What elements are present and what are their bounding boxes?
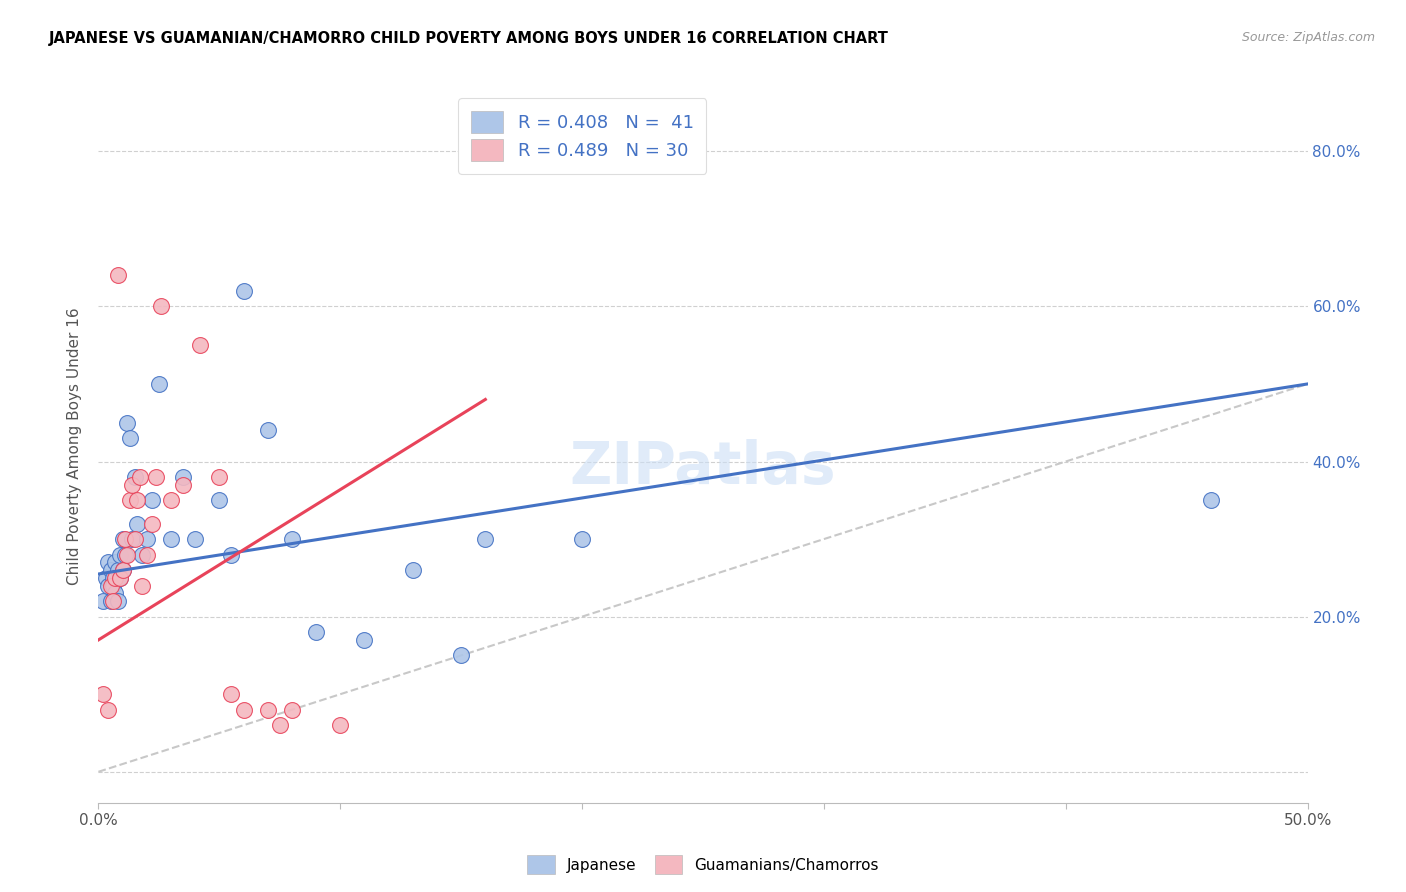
Text: ZIPatlas: ZIPatlas	[569, 439, 837, 496]
Point	[232, 703, 254, 717]
Point	[100, 594, 122, 608]
Point	[107, 594, 129, 608]
Point	[329, 718, 352, 732]
Point	[571, 532, 593, 546]
Point	[108, 571, 131, 585]
Point	[121, 477, 143, 491]
Point	[104, 571, 127, 585]
Point	[107, 268, 129, 283]
Point	[208, 470, 231, 484]
Point	[108, 571, 131, 585]
Point	[97, 579, 120, 593]
Point	[97, 555, 120, 569]
Point	[108, 548, 131, 562]
Point	[184, 532, 207, 546]
Point	[104, 555, 127, 569]
Point	[135, 548, 157, 562]
Point	[281, 703, 304, 717]
Point	[100, 563, 122, 577]
Text: Source: ZipAtlas.com: Source: ZipAtlas.com	[1241, 31, 1375, 45]
Point	[256, 703, 278, 717]
Point	[127, 516, 149, 531]
Point	[128, 470, 150, 484]
Point	[221, 548, 243, 562]
Point	[450, 648, 472, 663]
Point	[208, 493, 231, 508]
Point	[118, 431, 141, 445]
Point	[402, 563, 425, 577]
Point	[127, 493, 149, 508]
Point	[232, 284, 254, 298]
Point	[141, 493, 163, 508]
Point	[256, 424, 278, 438]
Y-axis label: Child Poverty Among Boys Under 16: Child Poverty Among Boys Under 16	[67, 307, 83, 585]
Point	[474, 532, 496, 546]
Point	[117, 416, 139, 430]
Point	[101, 571, 124, 585]
Point	[111, 563, 134, 577]
Point	[114, 548, 136, 562]
Point	[124, 470, 146, 484]
Legend: Japanese, Guamanians/Chamorros: Japanese, Guamanians/Chamorros	[522, 849, 884, 880]
Point	[145, 470, 167, 484]
Point	[269, 718, 291, 732]
Point	[118, 493, 141, 508]
Point	[131, 579, 153, 593]
Point	[148, 376, 170, 391]
Point	[111, 532, 134, 546]
Point	[121, 532, 143, 546]
Point	[111, 563, 134, 577]
Point	[172, 477, 194, 491]
Point	[160, 532, 183, 546]
Point	[101, 579, 124, 593]
Point	[305, 625, 328, 640]
Point	[117, 548, 139, 562]
Point	[160, 493, 183, 508]
Point	[100, 579, 122, 593]
Point	[141, 516, 163, 531]
Point	[124, 532, 146, 546]
Point	[107, 563, 129, 577]
Point	[104, 586, 127, 600]
Point	[131, 548, 153, 562]
Text: JAPANESE VS GUAMANIAN/CHAMORRO CHILD POVERTY AMONG BOYS UNDER 16 CORRELATION CHA: JAPANESE VS GUAMANIAN/CHAMORRO CHILD POV…	[49, 31, 889, 46]
Point	[281, 532, 304, 546]
Point	[150, 299, 173, 313]
Point	[1199, 493, 1222, 508]
Point	[353, 632, 375, 647]
Point	[221, 687, 243, 701]
Legend: R = 0.408   N =  41, R = 0.489   N = 30: R = 0.408 N = 41, R = 0.489 N = 30	[458, 98, 706, 174]
Point	[114, 532, 136, 546]
Point	[172, 470, 194, 484]
Point	[91, 594, 114, 608]
Point	[94, 571, 117, 585]
Point	[97, 703, 120, 717]
Point	[101, 594, 124, 608]
Point	[188, 338, 211, 352]
Point	[91, 687, 114, 701]
Point	[135, 532, 157, 546]
